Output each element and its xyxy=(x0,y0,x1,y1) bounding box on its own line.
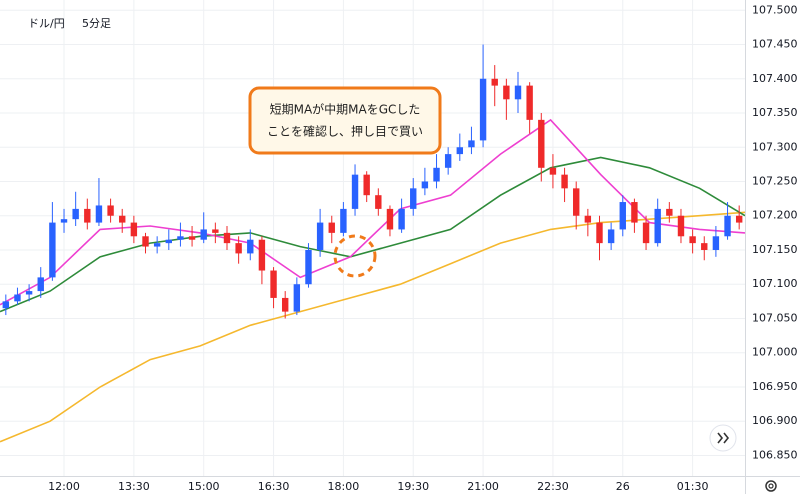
y-tick-label: 107.350 xyxy=(752,106,798,119)
candle-body xyxy=(735,215,743,223)
x-tick-label: 13:30 xyxy=(118,480,150,493)
candle-body xyxy=(2,301,10,309)
candle-body xyxy=(177,236,184,240)
y-tick-label: 107.250 xyxy=(752,174,798,187)
candle-body xyxy=(666,208,673,216)
annotation-box xyxy=(248,86,442,155)
candle-body xyxy=(363,174,370,196)
candle-body xyxy=(316,222,324,250)
candle-body xyxy=(410,188,417,209)
highlight-circle xyxy=(333,234,377,278)
candle-body xyxy=(200,229,207,240)
candle-body xyxy=(49,222,56,278)
y-tick-label: 107.150 xyxy=(752,243,798,256)
candle-body xyxy=(607,229,615,244)
x-tick-label: 16:30 xyxy=(258,480,290,493)
candle-body xyxy=(654,208,661,244)
candle-body xyxy=(258,239,266,271)
candle-body xyxy=(72,208,79,220)
candle-body xyxy=(351,174,359,209)
x-tick-label: 15:00 xyxy=(188,480,220,493)
candle-body xyxy=(119,215,126,223)
candle-body xyxy=(25,291,33,295)
candle-body xyxy=(677,215,685,237)
y-tick-label: 107.000 xyxy=(752,346,798,359)
y-tick-label: 107.450 xyxy=(752,38,798,51)
x-tick-label: 12:00 xyxy=(48,480,80,493)
y-tick-label: 106.900 xyxy=(752,414,798,427)
candle-body xyxy=(619,202,626,230)
candle-body xyxy=(468,140,475,148)
y-tick-label: 107.400 xyxy=(752,72,798,85)
candle-body xyxy=(584,215,592,223)
candle-body xyxy=(305,249,312,285)
x-tick-label: 01:30 xyxy=(677,480,709,493)
scroll-button[interactable] xyxy=(709,424,737,452)
candle-body xyxy=(479,78,487,141)
candle-body xyxy=(247,239,254,254)
candle-body xyxy=(724,215,731,237)
candle-body xyxy=(514,85,522,100)
candle-body xyxy=(153,243,161,247)
candle-body xyxy=(235,243,242,254)
candle-body xyxy=(84,208,91,223)
candle-body xyxy=(107,205,114,216)
candle-body xyxy=(631,202,638,223)
candle-body xyxy=(421,181,429,189)
candle-body xyxy=(444,154,452,168)
moving-average xyxy=(0,156,746,313)
candle-body xyxy=(142,236,149,247)
y-tick-label: 107.100 xyxy=(752,277,798,290)
x-tick-label: 19:30 xyxy=(397,480,429,493)
candle-body xyxy=(281,297,289,312)
y-tick-label: 107.500 xyxy=(752,3,798,16)
candle-body xyxy=(642,222,650,244)
candle-body xyxy=(561,174,568,189)
candle-body xyxy=(60,219,68,223)
candle-body xyxy=(596,222,603,244)
y-tick-label: 106.850 xyxy=(752,448,798,461)
candle-body xyxy=(130,222,138,237)
candle-body xyxy=(573,188,580,216)
candle-body xyxy=(503,85,510,100)
candle-body xyxy=(398,208,405,230)
candle-body xyxy=(433,167,440,182)
candle-body xyxy=(37,277,44,292)
candle-body xyxy=(165,239,172,244)
candle-body xyxy=(491,78,498,86)
candle-body xyxy=(188,236,196,240)
candle-body xyxy=(549,167,557,175)
candle-body xyxy=(270,270,277,298)
candle-body xyxy=(328,222,335,233)
symbol: ドル/円 xyxy=(28,17,65,30)
candle-body xyxy=(701,243,708,250)
candle-body xyxy=(293,284,301,312)
candle-body xyxy=(223,232,231,244)
x-tick-label: 22:30 xyxy=(537,480,569,493)
candle-body xyxy=(340,208,347,233)
candle-body xyxy=(375,195,382,209)
candle-body xyxy=(386,208,394,230)
interval: 5分足 xyxy=(82,17,111,30)
x-tick-label: 18:00 xyxy=(328,480,360,493)
y-tick-label: 106.950 xyxy=(752,380,798,393)
candle-body xyxy=(712,236,720,250)
annotation-line: ことを確認し、押し目で買い xyxy=(267,124,423,139)
settings-button[interactable] xyxy=(765,480,777,492)
annotation-line: 短期MAが中期MAをGCした xyxy=(270,102,421,117)
y-tick-label: 107.300 xyxy=(752,140,798,153)
candle-body xyxy=(212,229,219,233)
candle-body xyxy=(526,85,533,120)
y-tick-label: 107.050 xyxy=(752,311,798,324)
candle-body xyxy=(14,294,21,302)
candle-body xyxy=(538,119,545,168)
candle-body xyxy=(689,236,696,244)
y-tick-label: 107.200 xyxy=(752,209,798,222)
candle-body xyxy=(456,147,464,155)
candle-body xyxy=(95,205,103,223)
x-tick-label: 26 xyxy=(616,480,630,493)
x-tick-label: 21:00 xyxy=(467,480,499,493)
moving-average xyxy=(0,118,746,306)
